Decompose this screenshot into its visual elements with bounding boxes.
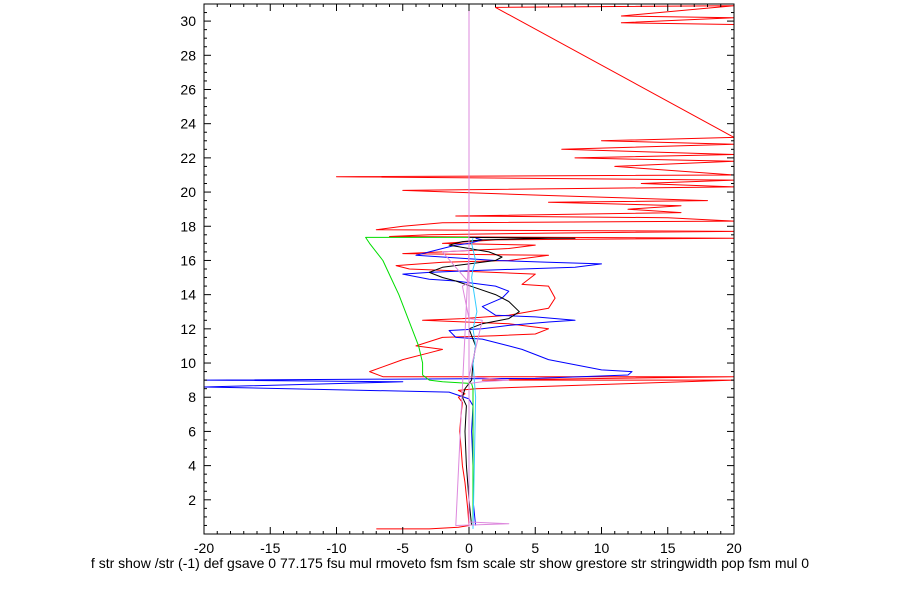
x-tick-label: -15 [260,540,280,556]
y-tick-label: 8 [188,389,196,405]
y-tick-label: 30 [180,13,196,29]
series-line-2 [203,237,633,526]
y-tick-label: 12 [180,321,196,337]
x-axis-label: f str show /str (-1) def gsave 0 77.175 … [91,555,809,571]
y-tick-label: 14 [180,287,196,303]
series-line-6 [442,3,510,531]
y-tick-label: 28 [180,47,196,63]
y-tick-label: 16 [180,252,196,268]
y-tick-label: 2 [188,492,196,508]
x-tick-label: -5 [397,540,410,556]
x-tick-label: 5 [531,540,539,556]
series-line-3 [428,236,576,526]
x-tick-label: 0 [465,540,473,556]
labels-layer: -20 -15 -10 -5 0 5 10 15 20246810121416182022242… [180,13,742,556]
series-layer [203,3,735,531]
series-line-1 [336,5,735,530]
y-tick-label: 20 [180,184,196,200]
x-tick-label: 15 [660,540,676,556]
x-tick-label: -10 [326,540,346,556]
x-tick-label: 20 [726,540,742,556]
x-tick-label: 10 [594,540,610,556]
y-tick-label: 22 [180,150,196,166]
y-tick-label: 10 [180,355,196,371]
series-line-5 [471,238,478,529]
y-tick-label: 18 [180,218,196,234]
ticks-layer [203,3,735,535]
y-tick-label: 26 [180,81,196,97]
y-tick-label: 6 [188,423,196,439]
y-tick-label: 4 [188,458,196,474]
y-tick-label: 24 [180,116,196,132]
x-tick-label: -20 [194,540,214,556]
series-line-4 [365,236,474,528]
